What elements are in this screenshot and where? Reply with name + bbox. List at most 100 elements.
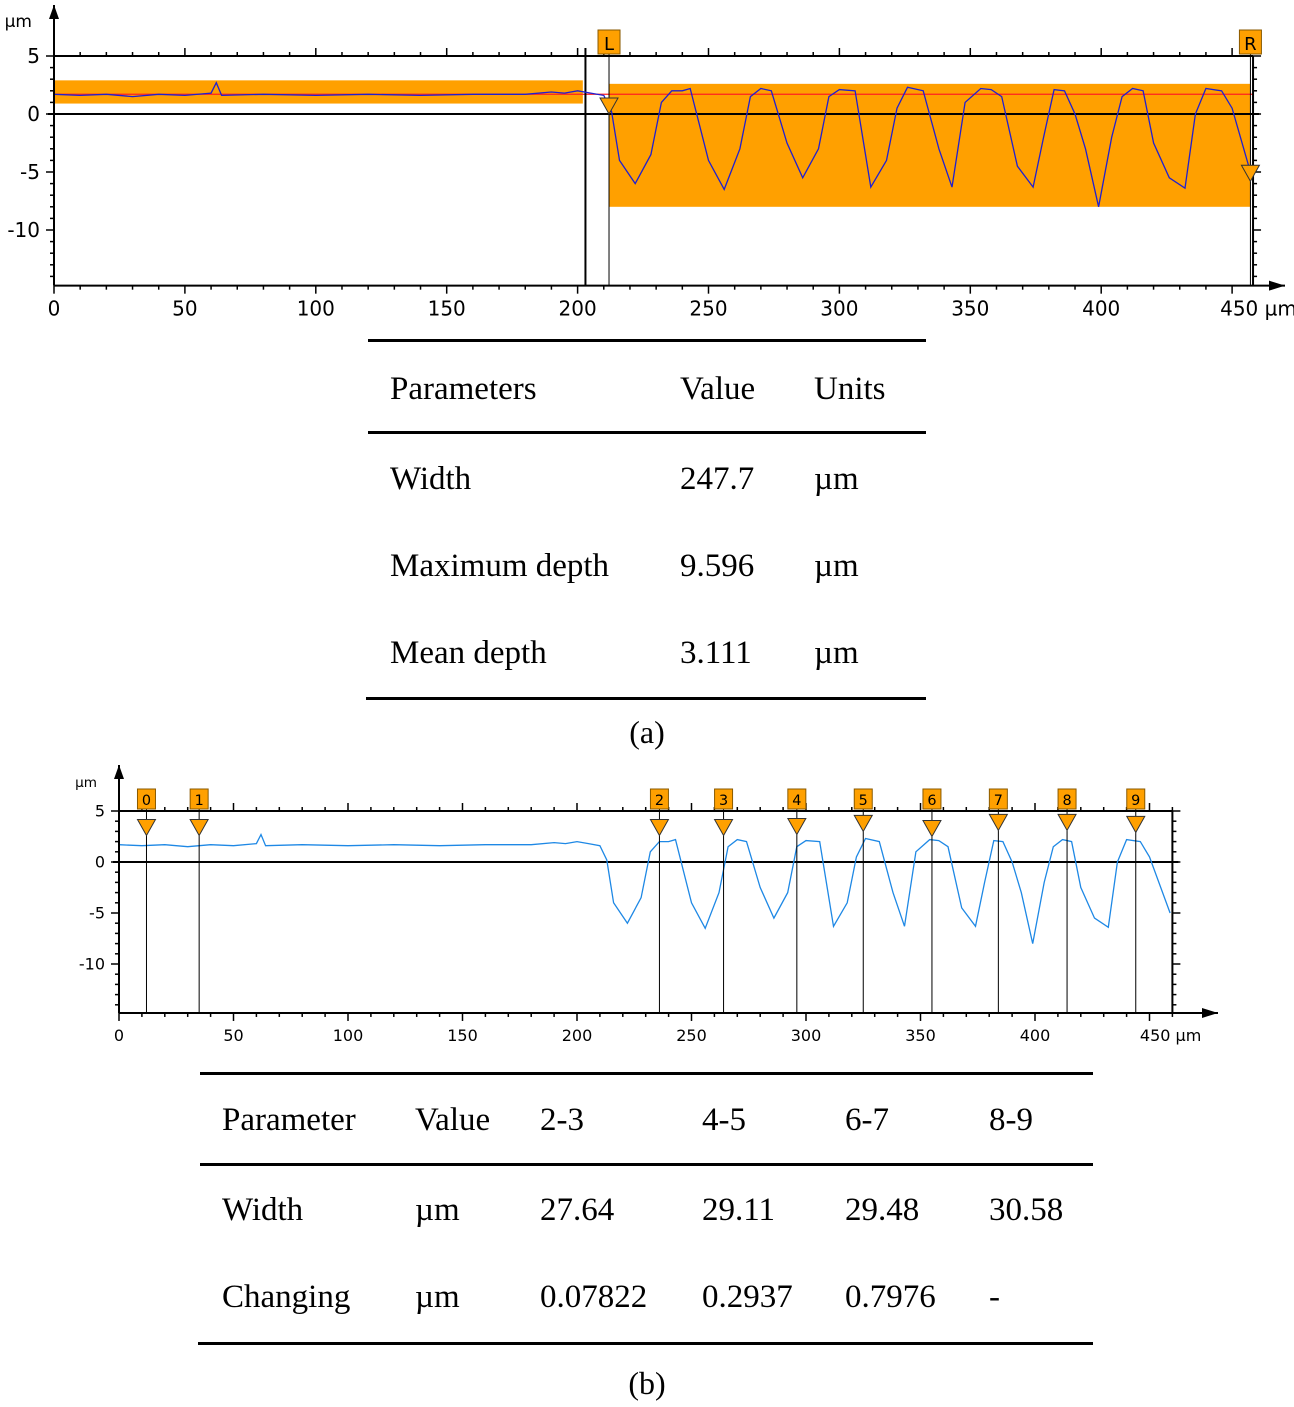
- row-width-label: Width: [390, 461, 472, 497]
- marker-badge: [988, 788, 1008, 810]
- y-axis-unit-label: µm: [75, 775, 97, 791]
- row-width-unit: µm: [814, 461, 859, 497]
- marker-badge: [1126, 788, 1146, 810]
- marker-triangle-icon: [649, 818, 670, 837]
- header-parameters: Parameters: [390, 371, 537, 407]
- marker-triangle-icon: [922, 820, 942, 838]
- table-bottom-rule: [366, 697, 926, 700]
- marker-badge: [1238, 29, 1262, 55]
- row-maxdepth-label: Maximum depth: [390, 548, 610, 584]
- x-tick-label: 200: [559, 297, 597, 321]
- marker-badge: [597, 29, 621, 55]
- y-axis-arrow-icon: [114, 765, 124, 779]
- marker-label: 6: [927, 793, 936, 809]
- marker-badge: [136, 788, 156, 810]
- marker-label: L: [604, 34, 614, 55]
- x-tick-label: 250: [676, 1026, 707, 1045]
- x-tick-label: 400: [1020, 1026, 1051, 1045]
- x-axis-arrow-icon: [1269, 280, 1285, 291]
- x-tick-label: 150: [428, 297, 466, 321]
- row-changing-6-7: 0.7976: [845, 1279, 936, 1315]
- marker-badge: [853, 788, 873, 810]
- table-top-rule: [200, 1072, 1093, 1075]
- x-tick-label: 350: [905, 1026, 936, 1045]
- marker-label: 7: [994, 793, 1003, 809]
- y-tick-label: 5: [95, 802, 105, 821]
- x-tick-label: 200: [562, 1026, 593, 1045]
- x-tick-label: 0: [48, 297, 61, 321]
- x-tick-label: 350: [951, 297, 989, 321]
- y-axis-unit-label: µm: [5, 12, 32, 32]
- row-width-label: Width: [222, 1192, 304, 1228]
- header-4-5: 4-5: [702, 1102, 746, 1138]
- row-changing-8-9: -: [989, 1279, 1000, 1315]
- x-tick-label: 250: [689, 297, 727, 321]
- marker-badge: [649, 788, 669, 810]
- row-changing-label: Changing: [222, 1279, 351, 1315]
- row-meandepth-label: Mean depth: [390, 635, 547, 671]
- header-parameter: Parameter: [222, 1102, 356, 1138]
- header-value: Value: [680, 371, 756, 407]
- parameters-table-a: Parameters Value Units Width 247.7 µm Ma…: [366, 339, 926, 703]
- y-tick-label: -10: [79, 955, 105, 974]
- x-tick-label: 100: [333, 1026, 364, 1045]
- shaded-band: [54, 80, 583, 104]
- row-width-6-7: 29.48: [845, 1192, 920, 1228]
- x-tick-label: 300: [791, 1026, 822, 1045]
- marker-label: 3: [719, 793, 728, 809]
- header-value: Value: [415, 1102, 491, 1138]
- row-meandepth-unit: µm: [814, 635, 859, 671]
- parameters-table-b: Parameter Value 2-3 4-5 6-7 8-9 Width µm…: [198, 1072, 1093, 1348]
- table-bottom-rule: [198, 1342, 1093, 1345]
- caption-b: (b): [628, 1365, 666, 1401]
- marker-triangle-icon: [713, 818, 734, 837]
- profile-chart-a: 0 50 100 150 200 250 300 350 400 450 µm50-5-10µmL…: [5, 5, 1294, 321]
- marker-label: 8: [1062, 793, 1071, 809]
- row-meandepth-value: 3.111: [680, 635, 752, 671]
- table-top-rule: [368, 339, 926, 342]
- row-width-unit: µm: [415, 1192, 460, 1228]
- caption-a: (a): [629, 714, 665, 750]
- marker-triangle-icon: [189, 818, 210, 837]
- x-tick-label: 0: [114, 1026, 124, 1045]
- marker-label: 2: [655, 793, 664, 809]
- profile-line: [118, 832, 1171, 944]
- shaded-band: [609, 83, 1251, 207]
- marker-label: 4: [792, 793, 801, 809]
- y-tick-label: 0: [27, 102, 40, 126]
- marker-triangle-icon: [599, 97, 619, 116]
- marker-triangle-icon: [1057, 813, 1077, 832]
- header-6-7: 6-7: [845, 1102, 889, 1138]
- x-tick-label: 300: [820, 297, 858, 321]
- profile-line: [53, 81, 1252, 207]
- marker-triangle-icon: [1240, 164, 1261, 183]
- y-tick-label: 5: [27, 44, 40, 68]
- row-changing-2-3: 0.07822: [540, 1279, 648, 1315]
- header-units: Units: [814, 371, 886, 407]
- row-width-4-5: 29.11: [702, 1192, 776, 1228]
- marker-label: 1: [195, 793, 204, 809]
- header-8-9: 8-9: [989, 1102, 1033, 1138]
- x-axis-arrow-icon: [1202, 1007, 1218, 1018]
- marker-triangle-icon: [786, 817, 807, 836]
- marker-badge: [1057, 788, 1077, 810]
- header-2-3: 2-3: [540, 1102, 584, 1138]
- table-header-rule: [368, 431, 926, 434]
- x-tick-label: 450 µm: [1220, 297, 1294, 321]
- marker-label: 9: [1131, 793, 1140, 809]
- marker-badge: [189, 788, 209, 810]
- x-tick-label: 150: [447, 1026, 478, 1045]
- marker-badge: [922, 788, 942, 810]
- marker-badge: [787, 788, 807, 810]
- marker-label: R: [1244, 34, 1257, 55]
- y-tick-label: -5: [20, 160, 40, 184]
- x-tick-label: 450 µm: [1140, 1026, 1201, 1045]
- x-tick-label: 50: [172, 297, 197, 321]
- x-tick-label: 100: [297, 297, 335, 321]
- marker-triangle-icon: [988, 813, 1009, 832]
- y-tick-label: 0: [95, 853, 105, 872]
- x-tick-label: 50: [223, 1026, 243, 1045]
- marker-triangle-icon: [853, 814, 874, 833]
- row-width-value: 247.7: [680, 461, 755, 497]
- marker-label: 0: [142, 793, 151, 809]
